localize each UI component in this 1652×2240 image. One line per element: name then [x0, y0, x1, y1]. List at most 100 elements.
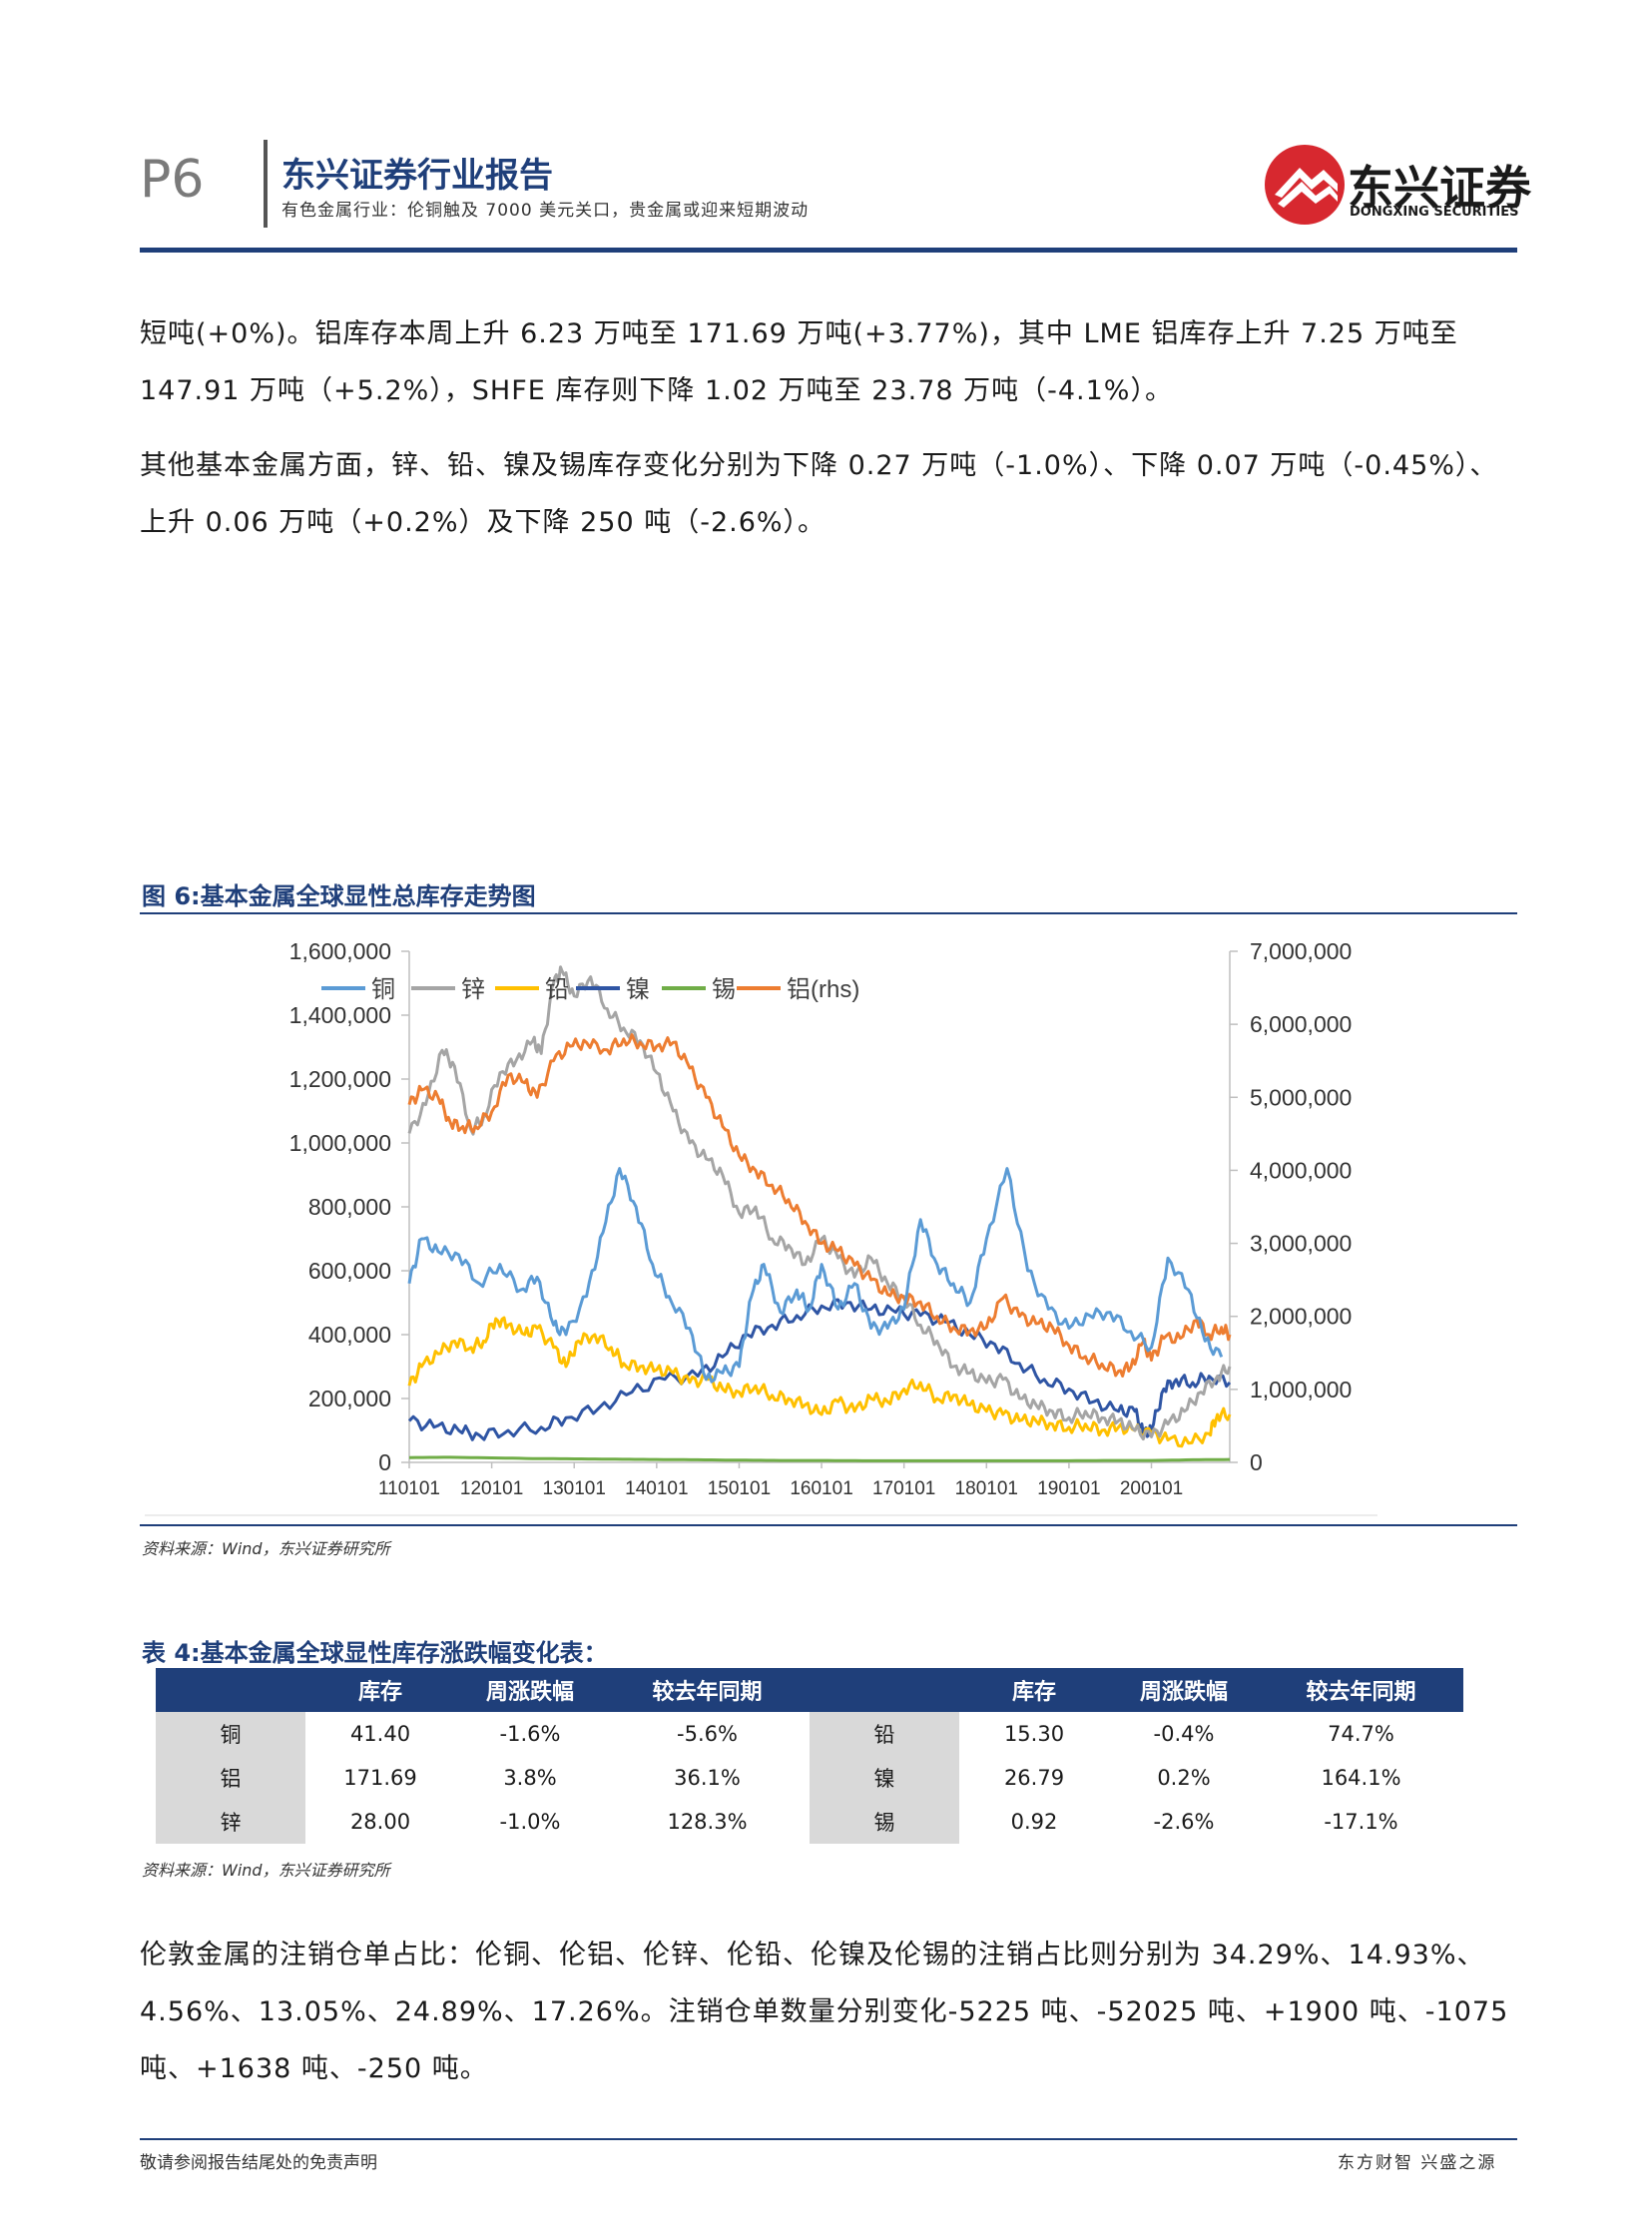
x-tick-label: 140101	[625, 1478, 688, 1499]
x-tick-label: 130101	[543, 1478, 606, 1499]
yoy-change-cell: -17.1%	[1324, 1810, 1398, 1834]
left-axis-ticks: 0 200,000 400,000 600,000 800,000 1,000,000 1,…	[289, 938, 409, 1475]
inventory-line-chart: 0 200,000 400,000 600,000 800,000 1,000,000 1,…	[145, 938, 1377, 1516]
inventory-cell: 0.92	[1010, 1810, 1058, 1834]
yoy-change-cell: 36.1%	[674, 1766, 741, 1790]
legend-label: 铜	[371, 976, 395, 1003]
x-tick-label: 190101	[1037, 1478, 1100, 1499]
right-tick-label: 7,000,000	[1250, 938, 1352, 964]
legend-label: 铅	[545, 976, 569, 1003]
header-divider	[264, 140, 268, 228]
right-tick-label: 0	[1250, 1449, 1263, 1475]
x-tick-label: 200101	[1120, 1478, 1183, 1499]
x-tick-label: 120101	[460, 1478, 523, 1499]
left-tick-label: 1,000,000	[289, 1130, 391, 1156]
left-tick-label: 1,400,000	[289, 1002, 391, 1028]
metal-name-cell: 铝	[156, 1756, 305, 1800]
right-tick-label: 6,000,000	[1250, 1011, 1352, 1037]
legend-label: 锌	[461, 976, 485, 1003]
header-cell: 库存	[959, 1668, 1109, 1712]
header-rule	[140, 248, 1517, 253]
left-tick-label: 600,000	[308, 1258, 391, 1284]
series-line-4	[408, 1455, 1231, 1462]
x-axis-ticks: 110101 120101 130101 140101 150101 160101 1701…	[378, 1462, 1183, 1499]
paragraph-other-metals: 其他基本金属方面，锌、铅、镍及锡库存变化分别为下降 0.27 万吨（-1.0%）…	[140, 450, 1498, 538]
chart-legend: 铜 锌 铅 镍 锡 铝(rhs)	[321, 976, 859, 1003]
x-tick-label: 160101	[790, 1478, 852, 1499]
left-tick-label: 1,200,000	[289, 1066, 391, 1092]
paragraph-cancelled-warrants: 伦敦金属的注销仓单占比：伦铜、伦铝、伦锌、伦铅、伦镍及伦锡的注销占比则分别为 3…	[140, 1940, 1509, 2084]
series-line-5	[407, 1033, 1232, 1378]
left-tick-label: 800,000	[308, 1194, 391, 1220]
report-title: 东兴证券行业报告	[281, 156, 553, 196]
legend-label: 铝(rhs)	[787, 976, 859, 1003]
table-title: 表 4:基本金属全球显性库存涨跌幅变化表：	[142, 1639, 608, 1667]
metal-name-cell: 锡	[810, 1800, 959, 1844]
header-cell: 较去年同期	[1259, 1668, 1463, 1712]
series-line-1	[407, 965, 1232, 1441]
inventory-cell: 15.30	[1003, 1722, 1065, 1746]
right-tick-label: 4,000,000	[1250, 1157, 1352, 1183]
figure-bottom-rule	[140, 1524, 1517, 1526]
metal-name-cell: 锌	[156, 1800, 305, 1844]
x-tick-label: 150101	[708, 1478, 771, 1499]
yoy-change-cell: 74.7%	[1328, 1722, 1394, 1746]
left-tick-label: 1,600,000	[289, 938, 391, 964]
yoy-change-cell: 128.3%	[667, 1810, 748, 1834]
table-source: 资料来源：Wind，东兴证券研究所	[142, 1861, 390, 1880]
left-tick-label: 200,000	[308, 1386, 391, 1411]
figure-source: 资料来源：Wind，东兴证券研究所	[142, 1539, 390, 1558]
x-tick-label: 110101	[378, 1478, 440, 1499]
table-row: 铝 171.69 3.8% 36.1% 镍 26.79 0.2% 164.1%	[156, 1756, 1463, 1800]
footer-slogan: 东方财智 兴盛之源	[1338, 2153, 1497, 2173]
footer-rule	[140, 2138, 1517, 2140]
right-axis-ticks: 0 1,000,000 2,000,000 3,000,000 4,000,000 5,0…	[1230, 938, 1352, 1475]
table-row: 铜 41.40 -1.6% -5.6% 铅 15.30 -0.4% 74.7%	[156, 1712, 1463, 1756]
series-line-2	[407, 1316, 1232, 1448]
header-cell	[810, 1668, 959, 1712]
series-lines	[407, 965, 1232, 1462]
logo-chinese-text: 东兴证券	[1348, 161, 1531, 215]
metal-name-cell: 镍	[810, 1756, 959, 1800]
figure-top-rule	[140, 912, 1517, 914]
right-tick-label: 2,000,000	[1250, 1304, 1352, 1330]
header-cell	[156, 1668, 305, 1712]
company-logo	[1265, 145, 1345, 225]
report-subtitle: 有色金属行业：伦铜触及 7000 美元关口，贵金属或迎来短期波动	[281, 201, 810, 221]
table-header-row: 库存 周涨跌幅 较去年同期 库存 周涨跌幅 较去年同期	[156, 1668, 1463, 1712]
right-tick-label: 5,000,000	[1250, 1084, 1352, 1110]
inventory-change-table: 库存 周涨跌幅 较去年同期 库存 周涨跌幅 较去年同期 铜 41.40 -1.6…	[156, 1668, 1463, 1844]
x-tick-label: 180101	[955, 1478, 1018, 1499]
right-tick-label: 3,000,000	[1250, 1231, 1352, 1257]
header-cell: 库存	[305, 1668, 455, 1712]
logo-english-text: DONGXING SECURITIES	[1350, 205, 1519, 220]
right-tick-label: 1,000,000	[1250, 1377, 1352, 1402]
footer-disclaimer: 敬请参阅报告结尾处的免责声明	[140, 2153, 377, 2173]
inventory-cell: 26.79	[1003, 1766, 1065, 1790]
yoy-change-cell: 164.1%	[1321, 1766, 1401, 1790]
weekly-change-cell: -1.0%	[499, 1810, 561, 1834]
header-cell: 周涨跌幅	[1109, 1668, 1259, 1712]
weekly-change-cell: 0.2%	[1157, 1766, 1211, 1790]
x-tick-label: 170101	[872, 1478, 935, 1499]
series-line-0	[407, 1167, 1224, 1384]
header-cell: 较去年同期	[605, 1668, 810, 1712]
table-row: 锌 28.00 -1.0% 128.3% 锡 0.92 -2.6% -17.1%	[156, 1800, 1463, 1844]
weekly-change-cell: -2.6%	[1153, 1810, 1215, 1834]
paragraph-aluminium-inventory: 短吨(+0%)。铝库存本周上升 6.23 万吨至 171.69 万吨(+3.77…	[140, 318, 1458, 406]
weekly-change-cell: -1.6%	[499, 1722, 561, 1746]
left-tick-label: 0	[378, 1449, 391, 1475]
inventory-cell: 41.40	[349, 1722, 411, 1746]
legend-label: 锡	[712, 976, 736, 1003]
yoy-change-cell: -5.6%	[677, 1722, 738, 1746]
header-cell: 周涨跌幅	[455, 1668, 605, 1712]
weekly-change-cell: -0.4%	[1153, 1722, 1215, 1746]
metal-name-cell: 铜	[156, 1712, 305, 1756]
weekly-change-cell: 3.8%	[503, 1766, 557, 1790]
inventory-cell: 28.00	[349, 1810, 411, 1834]
page-number: P6	[140, 150, 205, 210]
metal-name-cell: 铅	[810, 1712, 959, 1756]
inventory-cell: 171.69	[343, 1766, 417, 1790]
legend-label: 镍	[626, 976, 650, 1003]
left-tick-label: 400,000	[308, 1322, 391, 1348]
